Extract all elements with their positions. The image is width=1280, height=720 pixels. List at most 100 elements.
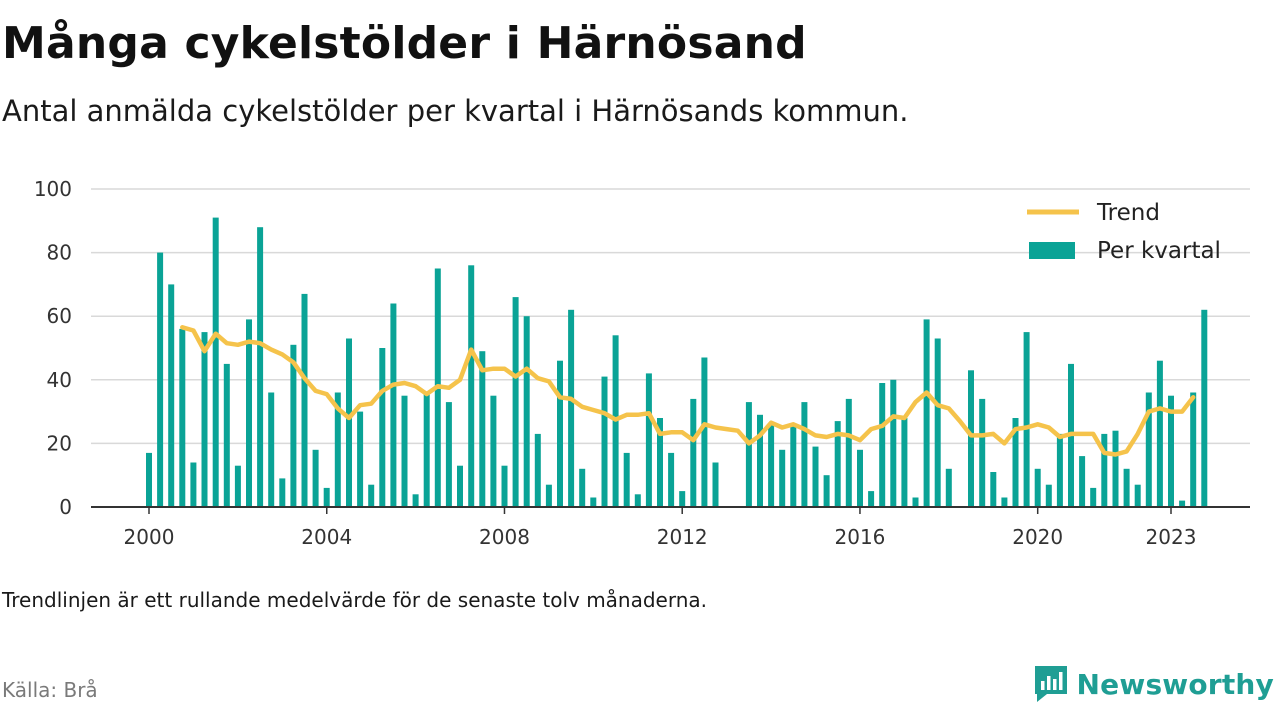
bar	[979, 398, 986, 507]
bar	[1023, 332, 1030, 507]
bar	[379, 348, 386, 507]
y-tick-label: 60	[47, 304, 72, 328]
bar	[901, 418, 908, 507]
bar	[790, 424, 797, 507]
bar	[179, 328, 186, 507]
bars	[146, 217, 1208, 507]
bar	[279, 478, 286, 507]
gridlines	[91, 188, 1250, 445]
x-tick-label: 2020	[1012, 525, 1063, 549]
bar	[690, 398, 697, 507]
bar	[201, 332, 208, 507]
bar	[479, 351, 486, 507]
trend-line-group	[180, 325, 1196, 457]
bar	[701, 357, 708, 507]
bar	[679, 491, 686, 507]
bar	[879, 383, 886, 507]
bar	[468, 265, 475, 507]
legend-trend-label: Trend	[1096, 200, 1160, 226]
bar	[968, 370, 974, 507]
x-tick-label: 2023	[1146, 525, 1197, 549]
legend-bars-label: Per kvartal	[1097, 238, 1221, 264]
x-tick-label: 2016	[835, 525, 886, 549]
bar	[757, 414, 763, 507]
bar	[1134, 484, 1141, 507]
bar	[1156, 360, 1163, 507]
x-axis-ticks: 2000 2004 2008 2012 2016 2020 2023	[124, 507, 1197, 549]
y-tick-label: 20	[47, 431, 72, 455]
bar	[390, 303, 397, 507]
bar	[257, 227, 264, 507]
bar	[945, 468, 952, 507]
bar	[545, 484, 552, 507]
bar	[1145, 392, 1152, 507]
bar	[557, 360, 563, 507]
y-tick-label: 40	[47, 368, 72, 392]
bar	[523, 316, 530, 507]
bar	[1001, 497, 1008, 507]
footnote: Trendlinjen är ett rullande medelvärde f…	[2, 588, 708, 612]
bar	[490, 395, 497, 507]
bar	[1079, 456, 1086, 507]
bar	[923, 319, 930, 507]
bar	[579, 468, 586, 507]
bar	[268, 392, 275, 507]
bar	[834, 421, 841, 507]
bar	[445, 402, 452, 507]
bar	[779, 449, 786, 507]
bar	[1112, 430, 1119, 507]
bar	[168, 284, 175, 507]
bar	[812, 446, 819, 507]
bar	[457, 465, 463, 507]
bar	[246, 319, 252, 507]
bar	[334, 392, 341, 507]
bar	[1179, 500, 1186, 507]
bar	[1123, 468, 1130, 507]
y-tick-label: 100	[34, 177, 72, 201]
bar	[845, 398, 852, 507]
newsworthy-logo-icon	[1034, 666, 1067, 702]
chart: 0 20 40 60 80 100 2000 2004 2008 2012 2016 2020 202…	[34, 177, 1250, 549]
brand-name: Newsworthy	[1076, 667, 1274, 701]
bar	[990, 472, 997, 507]
bar	[645, 373, 652, 507]
bar	[668, 452, 675, 507]
bar	[501, 465, 508, 507]
bar	[423, 392, 430, 507]
legend-bars-swatch	[1029, 242, 1075, 259]
bar	[1201, 309, 1208, 507]
bar	[290, 344, 297, 507]
bar	[534, 433, 541, 507]
bar	[212, 217, 219, 507]
bar	[890, 379, 897, 507]
bar	[1190, 392, 1197, 507]
bar	[768, 424, 775, 507]
bar	[1045, 484, 1052, 507]
bar	[1012, 418, 1019, 507]
bar	[157, 252, 164, 507]
bar	[868, 491, 875, 507]
bar	[601, 376, 608, 507]
y-tick-label: 80	[47, 241, 72, 265]
x-tick-label: 2008	[479, 525, 530, 549]
bar	[368, 484, 375, 507]
bar	[1101, 433, 1108, 507]
bar	[712, 462, 719, 507]
bar	[568, 309, 575, 507]
bar	[223, 363, 230, 507]
brand-logo: Newsworthy	[1033, 664, 1274, 704]
bar	[190, 462, 197, 507]
bar	[512, 297, 519, 507]
bar	[234, 465, 241, 507]
trend-line	[180, 325, 1196, 457]
x-tick-label: 2004	[301, 525, 352, 549]
bar	[323, 487, 330, 507]
bar	[301, 293, 308, 507]
y-axis-ticks: 0 20 40 60 80 100	[34, 177, 72, 519]
bar	[1090, 487, 1097, 507]
bar	[745, 402, 752, 507]
bar	[590, 497, 597, 507]
legend: Trend Per kvartal	[1027, 200, 1221, 264]
bar	[312, 449, 319, 507]
bar	[357, 411, 364, 507]
